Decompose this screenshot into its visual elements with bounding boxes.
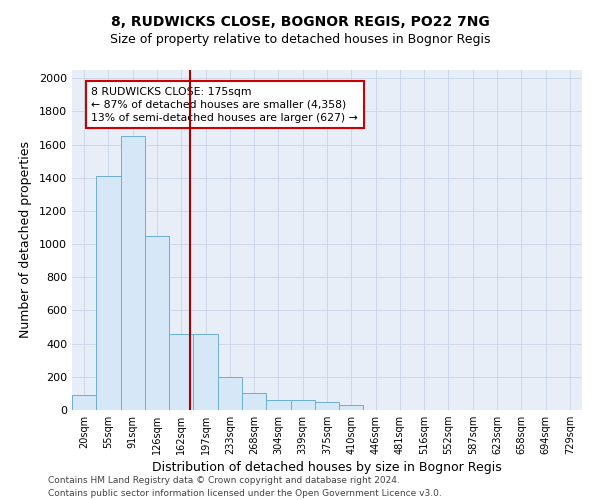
Bar xyxy=(72,395,96,410)
Text: 8 RUDWICKS CLOSE: 175sqm
← 87% of detached houses are smaller (4,358)
13% of sem: 8 RUDWICKS CLOSE: 175sqm ← 87% of detach… xyxy=(91,86,358,123)
Bar xyxy=(96,176,121,410)
Text: Contains HM Land Registry data © Crown copyright and database right 2024.
Contai: Contains HM Land Registry data © Crown c… xyxy=(48,476,442,498)
Bar xyxy=(218,377,242,410)
Y-axis label: Number of detached properties: Number of detached properties xyxy=(19,142,32,338)
Bar xyxy=(193,334,218,410)
X-axis label: Distribution of detached houses by size in Bognor Regis: Distribution of detached houses by size … xyxy=(152,462,502,474)
Bar xyxy=(121,136,145,410)
Bar xyxy=(290,400,315,410)
Text: Size of property relative to detached houses in Bognor Regis: Size of property relative to detached ho… xyxy=(110,32,490,46)
Bar xyxy=(339,405,364,410)
Text: 8, RUDWICKS CLOSE, BOGNOR REGIS, PO22 7NG: 8, RUDWICKS CLOSE, BOGNOR REGIS, PO22 7N… xyxy=(110,15,490,29)
Bar xyxy=(266,400,290,410)
Bar xyxy=(315,402,339,410)
Bar xyxy=(169,334,193,410)
Bar xyxy=(145,236,169,410)
Bar xyxy=(242,394,266,410)
